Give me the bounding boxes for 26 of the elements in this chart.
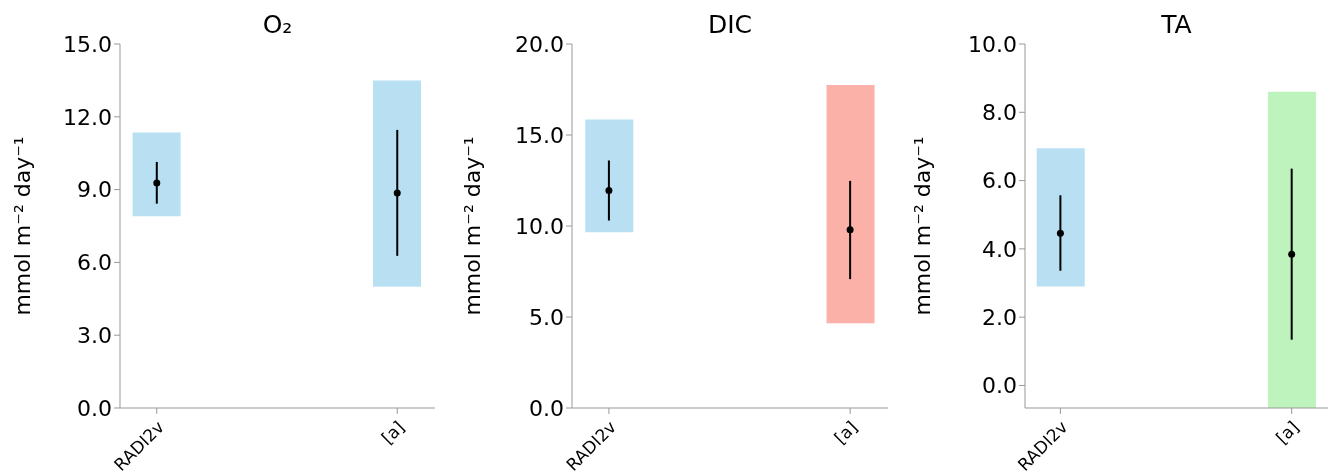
y-tick-label: 15.0 (63, 31, 112, 57)
y-tick-label: 5.0 (529, 304, 564, 330)
y-tick-label: 10.0 (968, 31, 1017, 57)
y-tick-label: 3.0 (77, 323, 112, 349)
y-tick-label: 0.0 (529, 395, 564, 421)
y-tick-label: 4.0 (982, 236, 1017, 262)
y-tick-label: 15.0 (515, 122, 564, 148)
x-tick-label: [a] (377, 416, 409, 448)
chart-title: O₂ (261, 10, 294, 40)
y-tick-label: 12.0 (63, 104, 112, 130)
y-tick-label: 2.0 (982, 304, 1017, 330)
y-tick-label: 10.0 (515, 213, 564, 239)
y-tick-label: 6.0 (982, 168, 1017, 194)
chart-title: TA (1160, 10, 1193, 40)
x-tick-label: [a] (830, 416, 862, 448)
chart-title: DIC (706, 10, 754, 40)
y-axis-title: mmol m⁻² day⁻¹ (9, 136, 35, 316)
y-tick-label: 8.0 (982, 100, 1017, 126)
y-axis-title: mmol m⁻² day⁻¹ (909, 136, 935, 316)
y-axis-title: mmol m⁻² day⁻¹ (459, 136, 485, 316)
y-tick-label: 6.0 (77, 250, 112, 276)
y-tick-label: 9.0 (77, 177, 112, 203)
y-tick-label: 20.0 (515, 31, 564, 57)
y-tick-label: 0.0 (982, 373, 1017, 399)
x-tick-label: [a] (1271, 416, 1303, 448)
y-tick-label: 0.0 (77, 395, 112, 421)
